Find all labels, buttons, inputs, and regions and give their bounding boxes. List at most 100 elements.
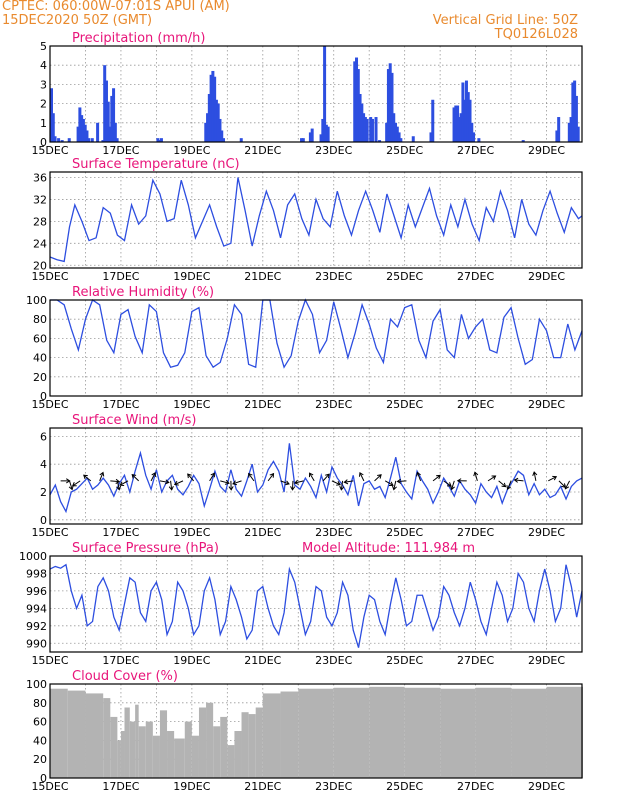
precip-bar <box>214 99 218 142</box>
wind-arrow <box>267 473 274 482</box>
precipitation-xtick-label: 25DEC <box>386 144 423 157</box>
precip-bar <box>555 130 559 142</box>
cloud-bar <box>50 688 68 778</box>
temperature-ytick-label: 24 <box>33 237 47 250</box>
wind-arrow-head <box>391 485 397 491</box>
temperature-xtick-label: 15DEC <box>31 270 68 283</box>
precip-bar <box>363 117 367 142</box>
wind-arrow <box>451 480 455 490</box>
precip-bar <box>466 92 470 142</box>
precipitation-xtick-label: 21DEC <box>244 144 281 157</box>
wind-arrow <box>397 480 407 482</box>
precip-bar <box>477 138 481 142</box>
precip-bar <box>321 118 325 142</box>
cloud-cover-xtick-label: 27DEC <box>457 780 494 793</box>
wind-arrow-head <box>151 472 157 477</box>
wind-arrow-head <box>131 473 137 479</box>
grid-note: Vertical Grid Line: 50Z <box>432 13 578 28</box>
pressure-ytick-label: 990 <box>26 637 47 650</box>
cloud-cover-ytick-label: 40 <box>33 734 47 747</box>
precip-bar <box>388 63 392 142</box>
humidity-xtick-label: 19DEC <box>173 398 210 411</box>
precip-bar <box>113 122 117 142</box>
precip-bar <box>399 138 403 142</box>
cloud-bar <box>152 735 160 778</box>
pressure-series-line <box>49 563 583 648</box>
wind-arrow <box>548 476 557 482</box>
pressure-xtick-label: 27DEC <box>457 654 494 667</box>
wind-xtick-label: 23DEC <box>315 526 352 539</box>
cloud-bar <box>475 687 512 778</box>
cloud-bar <box>241 712 249 778</box>
wind-arrow <box>170 480 173 490</box>
cloud-bar <box>174 738 185 778</box>
cloud-bar <box>213 726 221 778</box>
cloud-bar <box>511 688 547 778</box>
precip-bar <box>204 122 208 142</box>
cloud-bar <box>135 704 139 778</box>
wind-arrow <box>416 472 422 482</box>
wind-arrow-head <box>232 480 238 486</box>
precip-bar <box>76 126 80 142</box>
temperature-ytick-label: 36 <box>33 171 47 184</box>
cloud-cover-xtick-label: 25DEC <box>386 780 423 793</box>
cloud-bar <box>298 688 334 778</box>
wind-arrow <box>83 474 92 482</box>
wind-arrow <box>359 472 365 482</box>
wind-arrow <box>322 473 330 482</box>
precip-bar <box>369 117 373 142</box>
cloud-bar <box>167 731 175 778</box>
precip-bar <box>53 136 57 142</box>
precip-bar <box>67 138 71 142</box>
precip-bar <box>300 138 304 142</box>
wind-arrow-head <box>83 474 88 480</box>
precip-bar <box>457 117 461 142</box>
precip-bar <box>390 72 394 142</box>
wind-arrow <box>209 472 215 482</box>
precip-bar <box>374 117 378 142</box>
temperature-xtick-label: 29DEC <box>528 270 565 283</box>
precip-bar <box>431 99 435 142</box>
wind-ytick-label: 2 <box>40 486 47 499</box>
pressure-xtick-label: 17DEC <box>102 654 139 667</box>
precipitation-ytick-label: 3 <box>40 78 47 91</box>
wind-arrow <box>340 480 344 490</box>
precip-bar <box>78 107 82 142</box>
precip-bar <box>355 57 359 142</box>
wind-arrow <box>294 480 304 484</box>
cloud-cover-frame <box>49 683 583 779</box>
precip-bar <box>394 122 398 142</box>
humidity-xtick-label: 29DEC <box>528 398 565 411</box>
precip-bar <box>358 94 362 142</box>
precipitation-xtick-label: 29DEC <box>528 144 565 157</box>
wind-arrow-head <box>491 475 497 480</box>
wind-arrow-head <box>293 479 299 485</box>
wind-arrow <box>487 475 496 482</box>
precip-bar <box>207 94 211 142</box>
precip-bar <box>463 99 467 142</box>
wind-arrow-head <box>269 472 275 478</box>
wind-arrow-head <box>532 471 538 476</box>
wind-arrow <box>119 480 129 486</box>
temperature-xtick-label: 21DEC <box>244 270 281 283</box>
precip-bar <box>211 70 215 142</box>
precip-bar <box>411 136 415 142</box>
precip-bar <box>50 88 53 142</box>
wind-arrow <box>443 480 452 487</box>
wind-arrow-head <box>173 480 179 486</box>
wind-arrow-head <box>436 474 441 480</box>
precip-bar <box>239 138 243 142</box>
humidity-xtick-label: 21DEC <box>244 398 281 411</box>
cloud-cover-ytick-label: 60 <box>33 716 47 729</box>
cloud-cover-xtick-label: 19DEC <box>173 780 210 793</box>
wind-arrow <box>309 472 315 482</box>
precip-bar <box>90 138 94 142</box>
temperature-ytick-label: 32 <box>33 193 47 206</box>
cloud-bar <box>124 707 130 778</box>
precip-bar <box>459 113 463 142</box>
precip-bar <box>571 82 575 142</box>
wind-arrow-head <box>210 472 215 478</box>
cloud-cover-xtick-label: 15DEC <box>31 780 68 793</box>
humidity-ytick-label: 60 <box>33 332 47 345</box>
wind-arrow-head <box>68 485 74 491</box>
